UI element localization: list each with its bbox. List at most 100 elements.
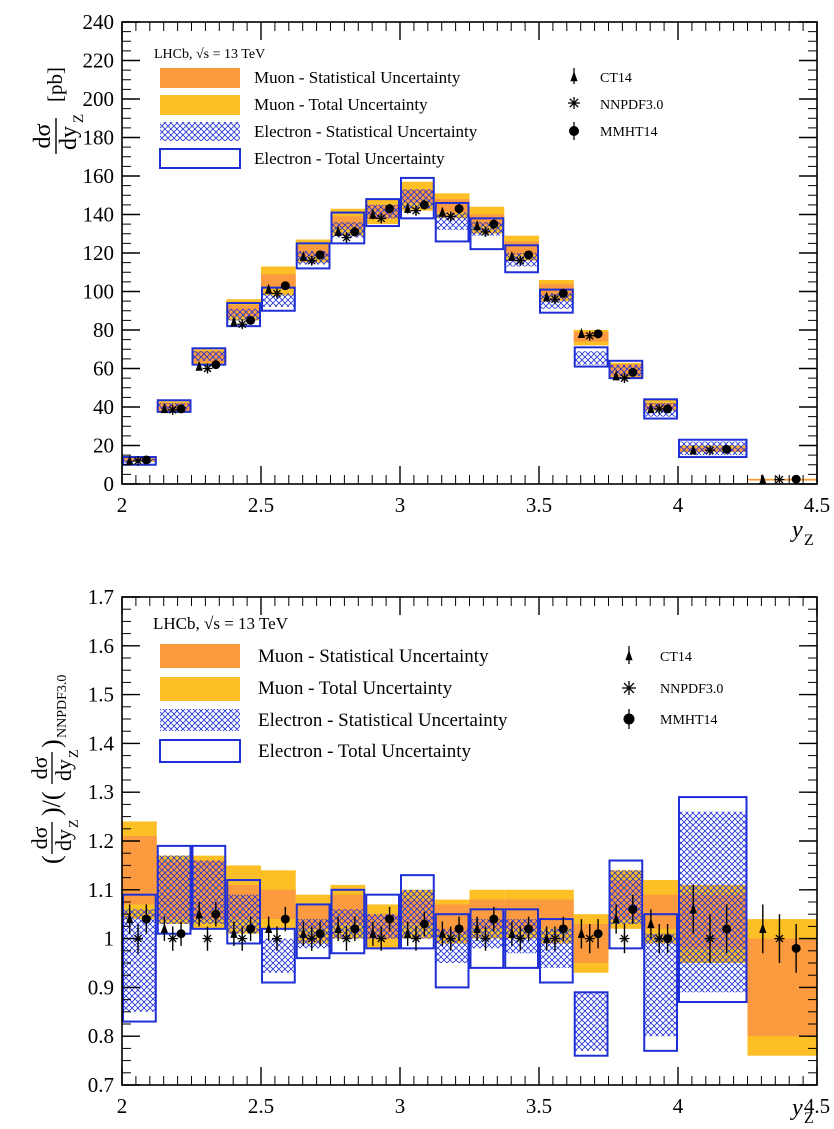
bottom-y-title-den2: dy <box>51 759 76 781</box>
mmht-point <box>558 924 568 934</box>
electron-total-band <box>400 176 435 220</box>
y-tick-label: 200 <box>83 87 115 111</box>
mmht-point <box>489 219 499 229</box>
bottom-panel: 2 2.5 3 3.5 4 4.5 0.7 0.8 0.9 1 1.1 1.2 1.3 1.4 1.5 1.6… <box>27 585 830 1127</box>
ct14-point <box>404 202 412 213</box>
muon-stat-band <box>643 894 678 929</box>
muon-stat-band <box>122 836 157 905</box>
nnpdf-point <box>549 294 560 305</box>
mmht-point <box>315 250 325 260</box>
electron-stat-band <box>191 351 227 361</box>
electron-total-band <box>434 201 470 243</box>
nnpdf-point <box>202 933 213 944</box>
electron-total-band <box>400 874 435 950</box>
electron-stat-band <box>608 364 644 377</box>
ct14-point <box>195 360 203 371</box>
electron-stat-band <box>156 855 192 924</box>
mmht-point <box>628 904 638 914</box>
nnpdf-point <box>237 319 248 330</box>
nnpdf-point <box>480 933 491 944</box>
nnpdf-point <box>654 403 665 414</box>
mmht-point <box>280 281 290 291</box>
y-tick-label: 240 <box>83 10 115 34</box>
nnpdf-point <box>306 255 317 266</box>
bottom-legend-muon-total-swatch <box>160 677 240 701</box>
electron-stat-band <box>573 351 609 365</box>
bottom-legend-ct14: CT14 <box>660 650 692 665</box>
ct14-point <box>689 903 697 914</box>
ct14-point <box>334 922 342 934</box>
mmht-point <box>350 227 360 237</box>
ct14-point <box>126 913 134 924</box>
electron-stat-band <box>573 992 609 1051</box>
mmht-point <box>350 924 360 934</box>
mmht-point <box>419 200 429 210</box>
x-tick-label: 3 <box>395 493 406 517</box>
top-legend-electron-total: Electron - Total Uncertainty <box>254 149 445 168</box>
x-tick-label: 4 <box>673 493 684 517</box>
mmht-point <box>722 444 732 454</box>
nnpdf-point <box>341 933 352 944</box>
electron-total-band <box>191 347 227 366</box>
nnpdf-point <box>619 373 630 384</box>
electron-stat-band <box>261 938 296 973</box>
y-tick-label: 1.1 <box>88 878 114 902</box>
nnpdf-point <box>515 933 526 944</box>
ct14-point <box>404 927 412 938</box>
electron-total-band <box>469 217 505 251</box>
electron-stat-band <box>434 928 470 963</box>
nnpdf-point <box>376 933 387 944</box>
ct14-point <box>577 927 585 938</box>
y-tick-label: 120 <box>83 241 115 265</box>
bottom-y-title-sub2: Z <box>67 749 82 758</box>
electron-total-band <box>539 288 574 314</box>
electron-total-band <box>330 888 366 955</box>
mmht-point <box>246 924 256 934</box>
mmht-point <box>385 204 395 214</box>
bottom-legend-electron-total: Electron - Total Uncertainty <box>258 741 472 762</box>
nnpdf-point <box>515 255 526 266</box>
bottom-legend-mmht-marker <box>623 713 635 725</box>
legend-muon-stat-swatch <box>160 68 240 88</box>
nnpdf-point <box>132 455 143 466</box>
nnpdf-point <box>619 933 630 944</box>
muon-stat-band <box>434 199 470 213</box>
mmht-point <box>454 924 464 934</box>
ct14-point <box>689 444 697 455</box>
y-tick-label: 100 <box>83 280 115 304</box>
y-tick-label: 80 <box>93 318 114 342</box>
mmht-point <box>246 315 256 325</box>
electron-total-band <box>504 908 539 969</box>
electron-total-band <box>539 918 574 984</box>
ct14-point <box>438 206 446 217</box>
x-tick-label: 3.5 <box>526 493 552 517</box>
electron-total-band <box>608 859 644 950</box>
ct14-point <box>647 917 655 929</box>
electron-stat-band <box>434 212 470 230</box>
ct14-point <box>473 220 481 231</box>
nnpdf-point <box>306 933 317 944</box>
y-tick-label: 1.5 <box>88 683 114 707</box>
ct14-point <box>160 922 168 934</box>
nnpdf-point <box>549 933 560 944</box>
top-y-title-sub: Z <box>71 114 87 123</box>
top-y-title-unit: [pb] <box>43 67 67 102</box>
muon-stat-band <box>539 899 574 929</box>
ct14-point <box>543 291 551 302</box>
bottom-legend-ct14-marker <box>625 650 633 661</box>
mmht-point <box>176 929 186 939</box>
electron-total-band <box>643 398 678 420</box>
mmht-point <box>791 474 801 484</box>
legend-electron-stat-swatch <box>160 122 240 141</box>
bottom-y-title-num2: dσ <box>27 756 52 779</box>
electron-total-band <box>226 879 261 945</box>
electron-stat-band <box>400 189 435 209</box>
y-tick-label: 20 <box>93 434 114 458</box>
top-panel: 2 2.5 3 3.5 4 4.5 0 20 40 60 80 100 120 140 160 180 200 2… <box>30 10 830 549</box>
y-tick-label: 60 <box>93 357 114 381</box>
electron-total-band <box>122 456 157 466</box>
mmht-point <box>524 250 534 260</box>
electron-total-band <box>330 211 366 245</box>
ct14-point <box>612 370 620 381</box>
bottom-legend-muon-stat: Muon - Statistical Uncertainty <box>258 646 489 667</box>
